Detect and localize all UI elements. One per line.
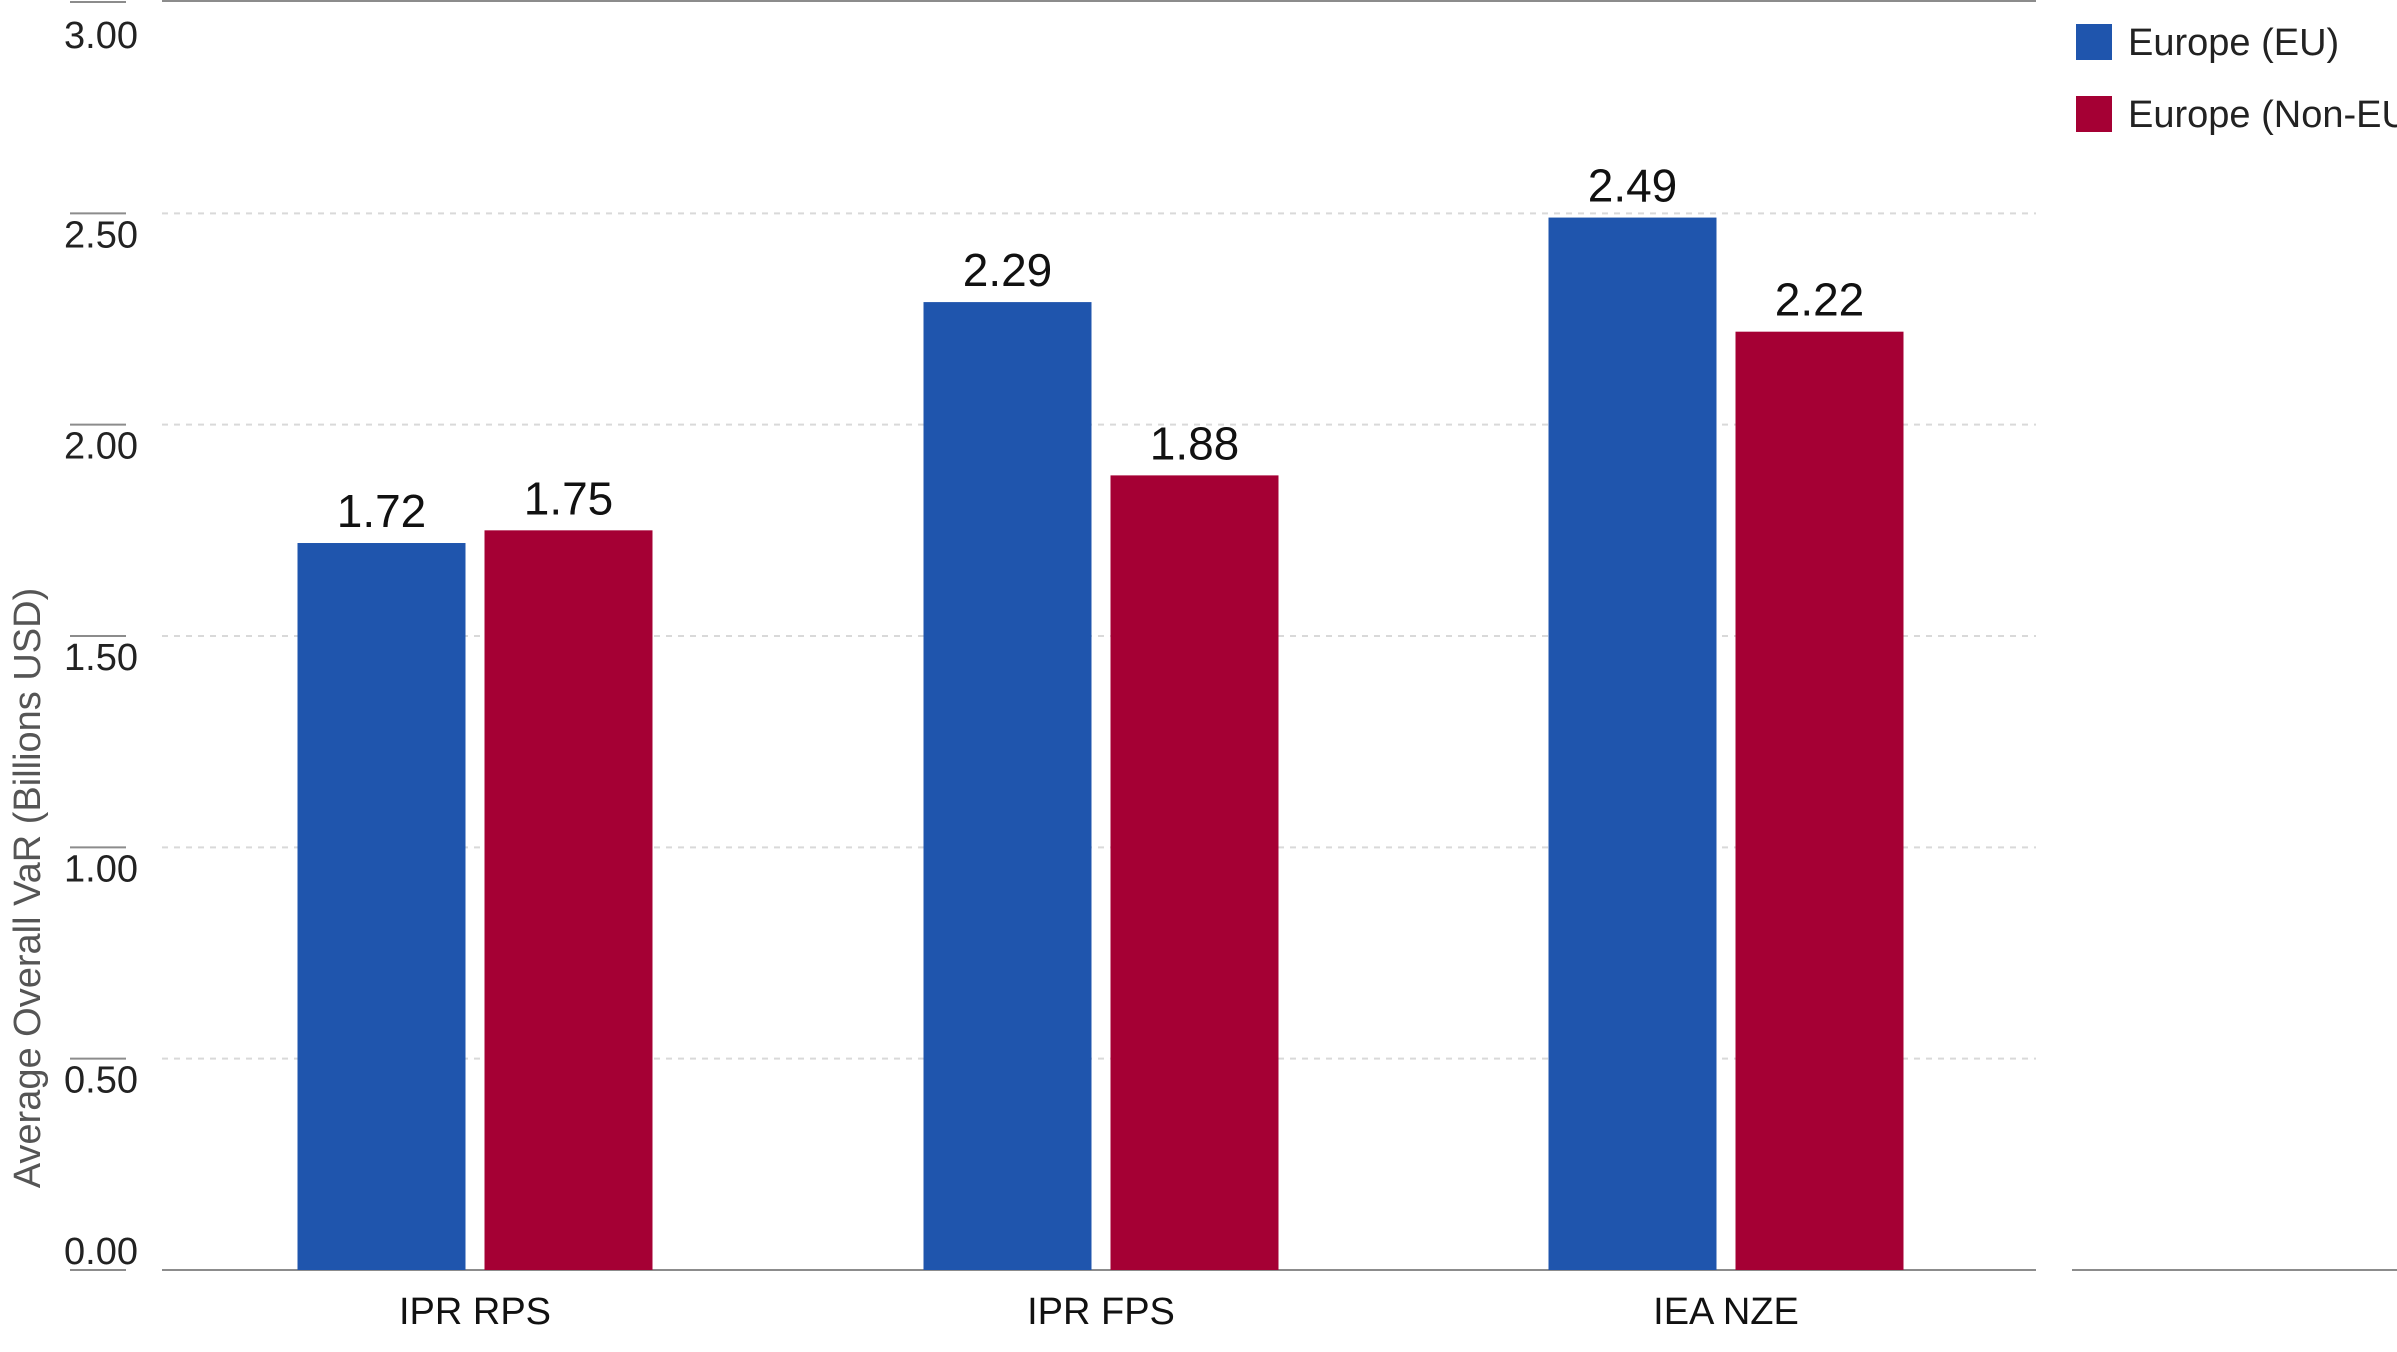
y-axis-title: Average Overall VaR (Billions USD)	[7, 588, 49, 1188]
bar-non-eu-2	[1735, 331, 1904, 1270]
legend: Europe (EU) Europe (Non-EU)	[2076, 22, 2397, 136]
y-tick-label: 3.00	[64, 15, 138, 57]
legend-label: Europe (Non-EU)	[2128, 94, 2397, 136]
y-tick-label: 1.00	[64, 848, 138, 890]
bar-non-eu-1	[1110, 475, 1279, 1270]
x-category-label: IPR FPS	[1027, 1291, 1175, 1333]
y-tick-label: 2.50	[64, 214, 138, 256]
y-tick-label: 0.50	[64, 1060, 138, 1102]
axes: 0.00 0.50 1.00 1.50 2.00 2.50 3.00	[64, 0, 2397, 1273]
x-category-label: IEA NZE	[1653, 1291, 1799, 1333]
bar-eu-1	[923, 302, 1092, 1270]
data-labels: 1.72 1.75 IPR RPS 2.29 1.88 IPR FPS 2.49 2.22 IE…	[337, 160, 1865, 1333]
legend-swatch	[2076, 24, 2112, 60]
bar-non-eu-0	[484, 530, 653, 1270]
bar-eu-0	[297, 543, 466, 1270]
data-label: 2.49	[1588, 160, 1678, 212]
data-label: 2.29	[963, 244, 1053, 296]
x-category-label: IPR RPS	[399, 1291, 551, 1333]
legend-label: Europe (EU)	[2128, 22, 2339, 64]
y-tick-label: 1.50	[64, 637, 138, 679]
data-label: 1.72	[337, 485, 427, 537]
y-tick-label: 0.00	[64, 1231, 138, 1273]
legend-swatch	[2076, 96, 2112, 132]
gridlines	[162, 212, 2036, 1060]
bar-eu-2	[1548, 217, 1717, 1270]
y-tick-label: 2.00	[64, 426, 138, 468]
data-label: 1.88	[1150, 417, 1240, 469]
bars	[297, 217, 1904, 1270]
data-label: 1.75	[524, 472, 614, 524]
data-label: 2.22	[1775, 274, 1865, 326]
